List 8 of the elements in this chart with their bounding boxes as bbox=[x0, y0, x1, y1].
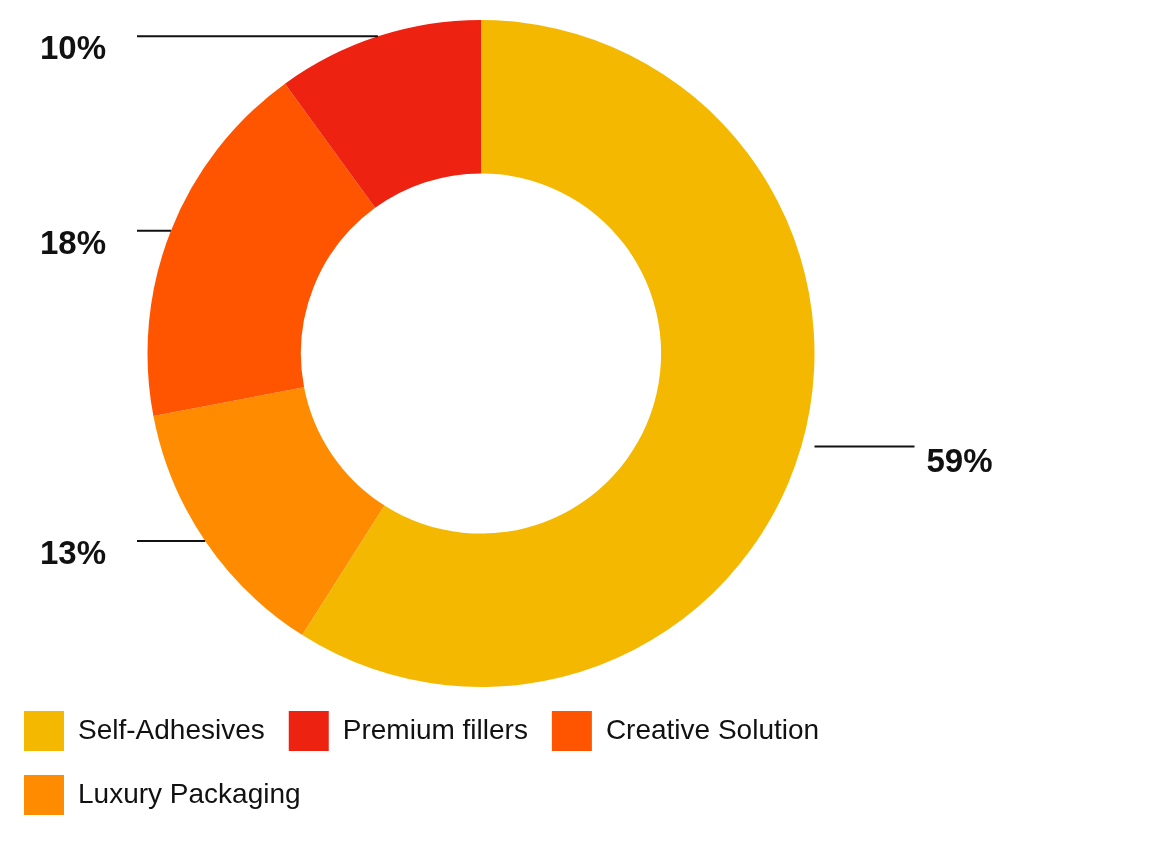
data-label: 18% bbox=[40, 223, 107, 261]
legend-label: Luxury Packaging bbox=[78, 777, 301, 809]
data-label: 10% bbox=[40, 29, 107, 67]
data-label: 13% bbox=[40, 534, 107, 572]
legend-label: Self-Adhesives bbox=[78, 713, 265, 745]
legend-label: Premium fillers bbox=[342, 713, 528, 745]
data-label: 59% bbox=[926, 441, 993, 479]
legend-label: Creative Solution bbox=[605, 713, 820, 745]
